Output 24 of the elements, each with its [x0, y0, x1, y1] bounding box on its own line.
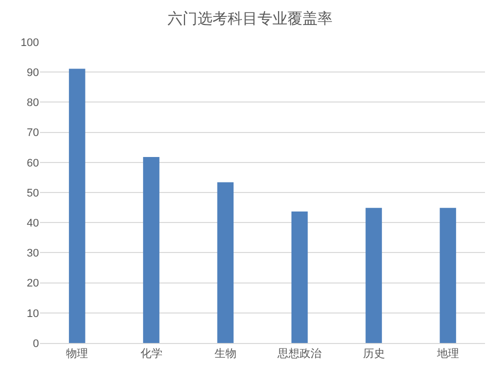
bar [217, 182, 234, 343]
y-tick-label: 30 [26, 248, 39, 260]
y-tick-label: 40 [26, 217, 39, 230]
x-tick-label: 思想政治 [276, 347, 322, 360]
bar [68, 68, 86, 343]
x-tick-label: 物理 [66, 348, 88, 360]
y-tick-label: 50 [26, 187, 39, 200]
bar [291, 211, 308, 343]
y-tick-label: 60 [26, 157, 39, 170]
x-tick-label: 化学 [140, 348, 162, 360]
x-tick-label: 历史 [362, 347, 385, 360]
bar [366, 208, 382, 343]
y-tick-label: 10 [26, 308, 39, 320]
y-tick-label: 80 [26, 97, 39, 110]
bar [143, 156, 160, 343]
x-tick-label: 生物 [214, 347, 236, 360]
y-tick-label: 70 [26, 127, 39, 140]
bar [440, 208, 456, 343]
y-tick-label: 90 [26, 66, 39, 79]
y-tick-label: 0 [32, 338, 39, 350]
y-tick-label: 20 [26, 278, 39, 290]
chart-title: 六门选考科目专业覆盖率 [168, 10, 332, 28]
x-tick-label: 地理 [436, 347, 459, 360]
y-tick-label: 100 [20, 36, 39, 49]
